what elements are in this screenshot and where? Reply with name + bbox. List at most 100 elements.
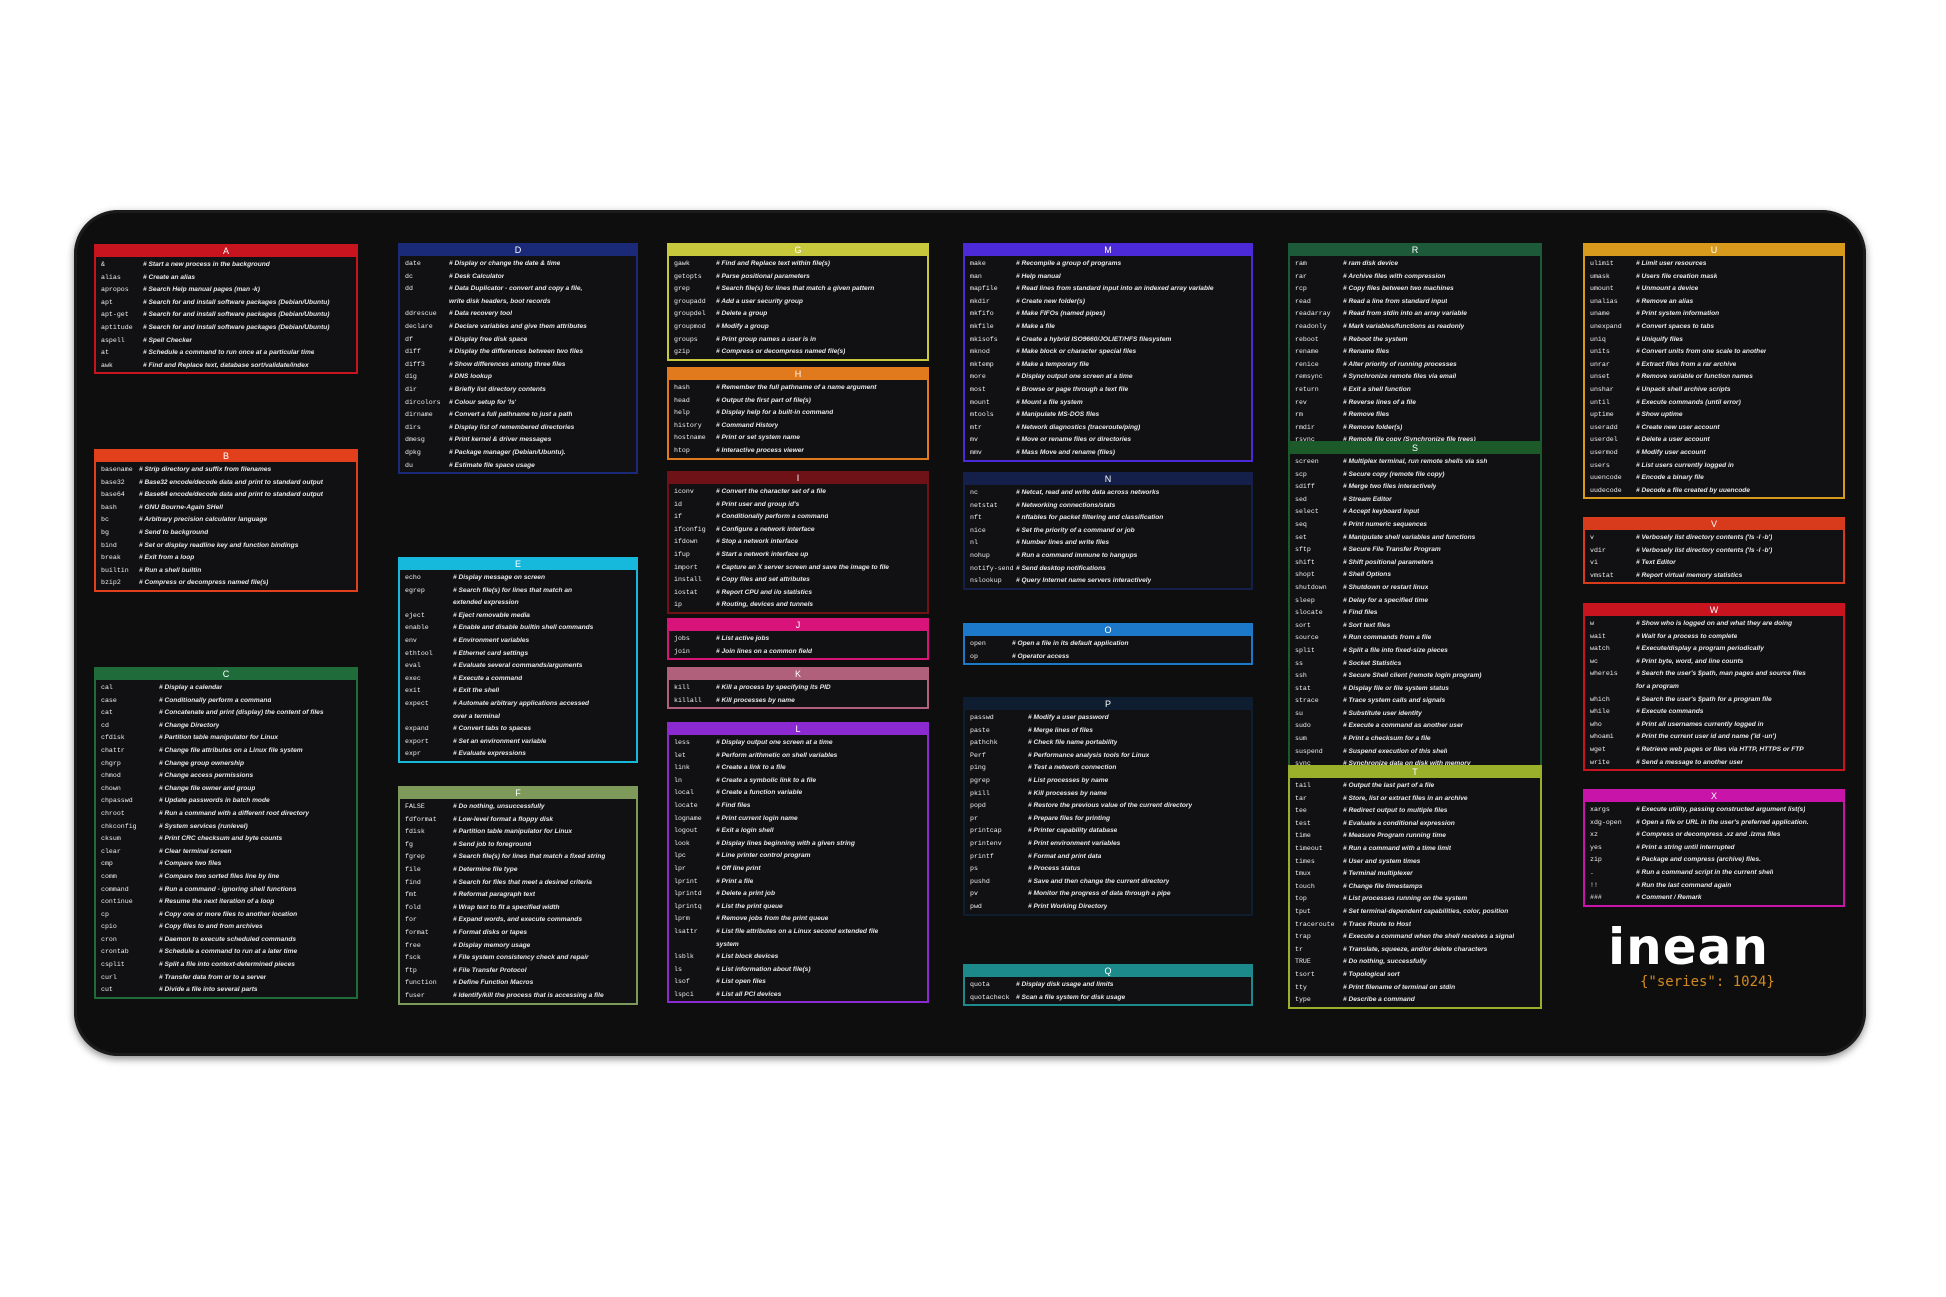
command-row: bc # Arbitrary precision calculator langu… — [101, 514, 352, 527]
command-name: printenv — [970, 839, 1002, 847]
command-name: fmt — [405, 891, 417, 899]
command-name: logout — [674, 827, 698, 835]
command-name: readarray — [1295, 310, 1331, 318]
command-row: & # Start a new process in the background — [101, 259, 352, 272]
command-description: # Define Function Macros — [453, 979, 534, 987]
command-description: # Stream Editor — [1343, 495, 1392, 503]
command-name: exec — [405, 674, 421, 682]
command-name: dirname — [405, 411, 433, 419]
command-name: v — [1590, 534, 1594, 541]
command-description: # Display memory usage — [453, 941, 531, 949]
command-row: while # Execute commands — [1590, 706, 1839, 719]
command-row: local # Create a function variable — [674, 787, 923, 800]
command-description: # Modify user account — [1636, 448, 1706, 456]
command-name: xdg-open — [1590, 818, 1622, 826]
command-description: # User and system times — [1343, 857, 1421, 865]
command-description: # Add a user security group — [716, 297, 803, 305]
command-name: units — [1590, 348, 1610, 356]
command-name: cfdisk — [101, 734, 125, 742]
command-row: kill # Kill a process by specifying its P… — [674, 682, 923, 695]
command-row: whoami # Print the current user id and na… — [1590, 731, 1839, 744]
command-name: vmstat — [1590, 571, 1614, 579]
command-description: # Delete a user account — [1636, 436, 1710, 444]
command-row: ftp # File Transfer Protocol — [405, 965, 632, 978]
command-description: # Exit the shell — [453, 687, 500, 695]
command-description: # Extract files from a rar archive — [1636, 360, 1737, 368]
command-name — [405, 597, 453, 610]
command-row: chroot # Run a command with a different r… — [101, 808, 352, 821]
command-description: # Help manual — [1016, 272, 1061, 280]
command-description: # Print Working Directory — [1028, 902, 1108, 910]
command-row: lprm # Remove jobs from the print queue — [674, 913, 923, 926]
command-row: look # Display lines beginning with a giv… — [674, 838, 923, 851]
command-description: # Check file name portability — [1028, 739, 1118, 747]
command-row: nice # Set the priority of a command or j… — [970, 525, 1247, 538]
command-description: # Text Editor — [1636, 559, 1676, 567]
command-description: # Exit a login shell — [716, 827, 774, 835]
command-name: eval — [405, 662, 421, 670]
command-name: set — [1295, 533, 1307, 541]
command-description: # Multiplex terminal, run remote shells … — [1343, 458, 1488, 465]
command-description: # Manipulate MS-DOS files — [1016, 411, 1100, 419]
panel-letter: J — [669, 620, 927, 631]
command-description: # Convert tabs to spaces — [453, 725, 532, 733]
command-description: # Print a file — [716, 877, 754, 885]
command-row: base64 # Base64 encode/decode data and pr… — [101, 489, 352, 502]
command-name: apropos — [101, 286, 129, 294]
command-row: whereis # Search the user's $path, man pa… — [1590, 668, 1839, 681]
command-row: ifconfig # Configure a network interface — [674, 524, 923, 537]
command-description: # Print or set system name — [716, 434, 800, 442]
command-name: hash — [674, 384, 690, 391]
command-row: system — [674, 939, 923, 952]
command-row: expand # Convert tabs to spaces — [405, 723, 632, 736]
command-row: sudo # Execute a command as another user — [1295, 720, 1536, 733]
command-row: lprintd # Delete a print job — [674, 888, 923, 901]
command-description: # Output the last part of a file — [1343, 782, 1435, 789]
command-name: pkill — [970, 789, 990, 797]
command-description: # Configure a network interface — [716, 525, 815, 533]
command-description: # Display or change the date & time — [449, 260, 561, 267]
command-name: for — [405, 916, 417, 924]
command-row: times # User and system times — [1295, 856, 1536, 869]
command-row: paste # Merge lines of files — [970, 725, 1247, 738]
command-description: # Kill a process by specifying its PID — [716, 684, 831, 691]
command-description: # Remove variable or function names — [1636, 373, 1753, 381]
command-name: unalias — [1590, 297, 1618, 305]
command-row: dir # Briefly list directory contents — [405, 384, 632, 397]
command-row: rsync # Remote file copy (Synchronize fil… — [1295, 434, 1536, 447]
command-row: install # Copy files and set attributes — [674, 574, 923, 587]
command-row: file # Determine file type — [405, 864, 632, 877]
command-name: who — [1590, 720, 1602, 728]
command-name: ram — [1295, 260, 1307, 267]
command-row: hash # Remember the full pathname of a na… — [674, 382, 923, 395]
command-row: exec # Execute a command — [405, 673, 632, 686]
command-name: !! — [1590, 881, 1598, 889]
command-name: alias — [101, 273, 121, 281]
command-description: # Daemon to execute scheduled commands — [159, 935, 297, 943]
command-description: # Run commands from a file — [1343, 634, 1432, 642]
command-description: # Topological sort — [1343, 970, 1400, 978]
command-row: comm # Compare two sorted files line by l… — [101, 871, 352, 884]
command-name: xargs — [1590, 806, 1610, 813]
command-name: function — [405, 979, 437, 987]
command-row: tmux # Terminal multiplexer — [1295, 868, 1536, 881]
command-description: # Save and then change the current direc… — [1028, 877, 1170, 885]
panel-letter: X — [1585, 791, 1843, 802]
panel-letter: B — [96, 451, 356, 462]
command-name: scp — [1295, 470, 1307, 478]
command-name: xz — [1590, 831, 1598, 839]
command-row: groups # Print group names a user is in — [674, 334, 923, 347]
command-row: nohup # Run a command immune to hangups — [970, 550, 1247, 563]
command-description: # Run a command - ignoring shell functio… — [159, 885, 297, 893]
command-description: # Encode a binary file — [1636, 474, 1704, 482]
command-name: mount — [970, 398, 990, 406]
command-row: ifdown # Stop a network interface — [674, 536, 923, 549]
command-row: csplit # Split a file into context-determ… — [101, 959, 352, 972]
command-description: # Update passwords in batch mode — [159, 797, 270, 805]
command-name: source — [1295, 634, 1319, 642]
command-row: gzip # Compress or decompress named file(… — [674, 346, 923, 359]
